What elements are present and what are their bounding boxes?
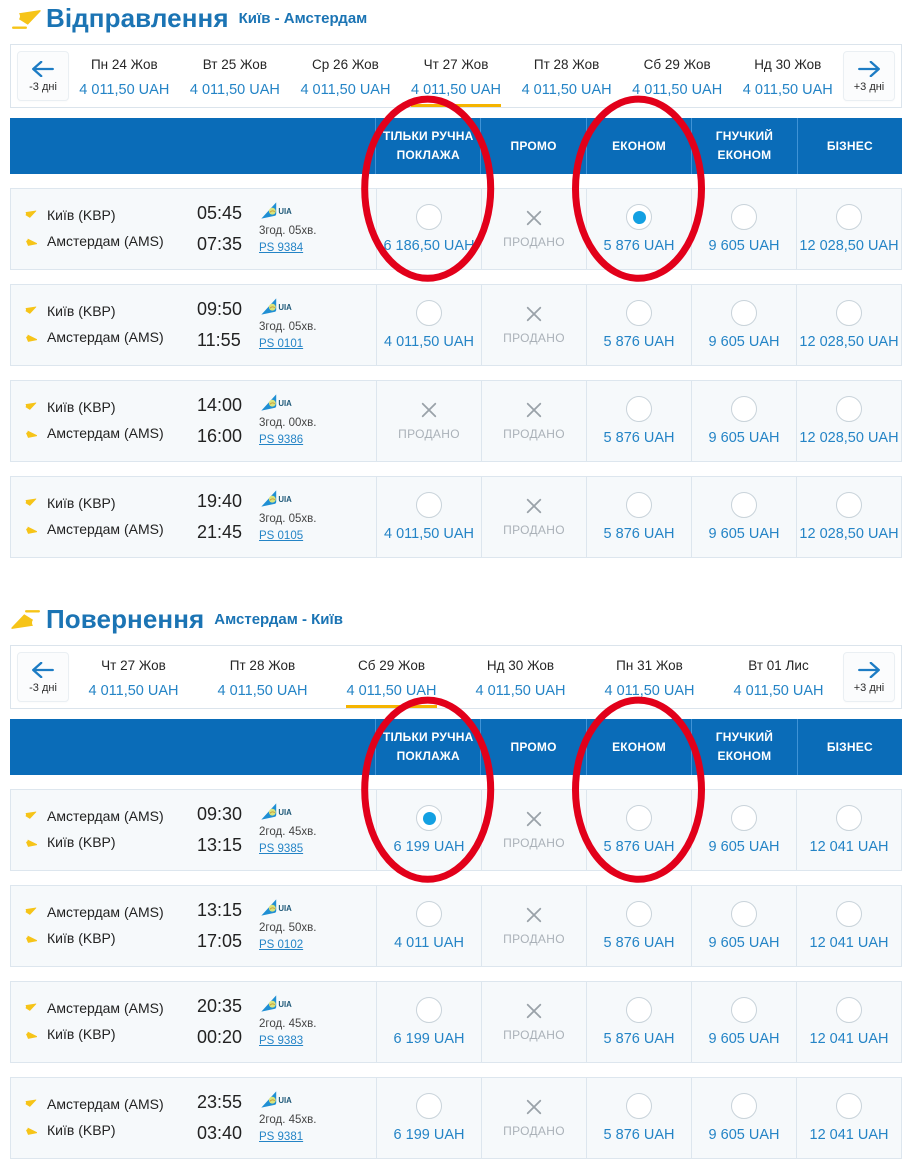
svg-text:UIA: UIA	[278, 1096, 292, 1105]
svg-text:UIA: UIA	[278, 495, 292, 504]
svg-text:UIA: UIA	[278, 207, 292, 216]
svg-text:UIA: UIA	[278, 303, 292, 312]
svg-text:UIA: UIA	[278, 399, 292, 408]
svg-text:UIA: UIA	[278, 808, 292, 817]
svg-text:UIA: UIA	[278, 1000, 292, 1009]
svg-text:UIA: UIA	[278, 904, 292, 913]
